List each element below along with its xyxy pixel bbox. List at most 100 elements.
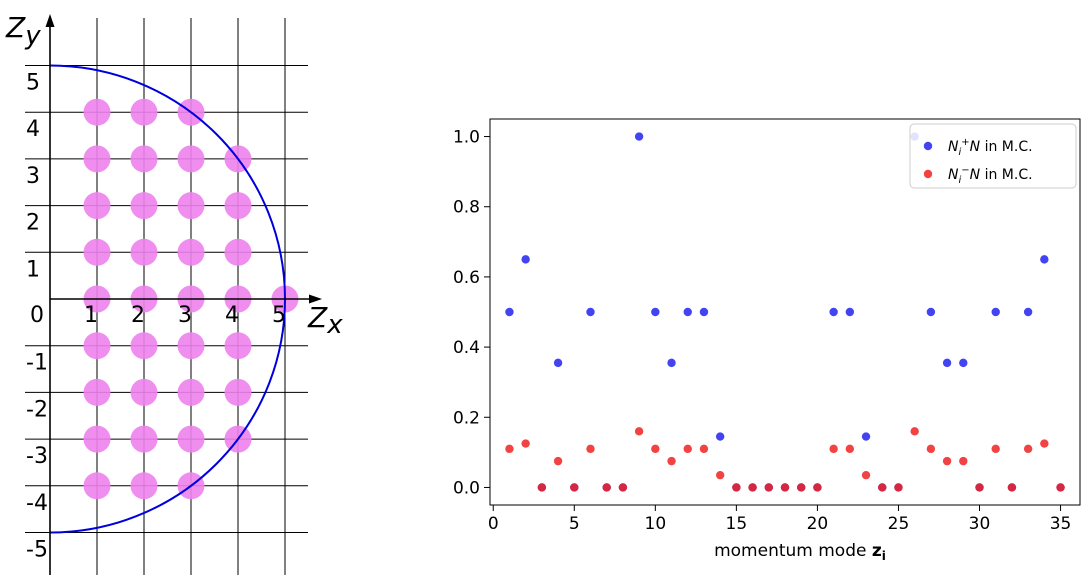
x-tick-label: 5 xyxy=(569,514,580,534)
data-point-n-minus xyxy=(959,456,968,466)
lattice-point xyxy=(224,238,252,266)
data-point-n-plus xyxy=(942,358,952,368)
y-tick-label: -5 xyxy=(26,538,48,563)
lattice-point xyxy=(130,425,158,453)
lattice-point xyxy=(130,472,158,500)
x-tick-label: 4 xyxy=(225,303,239,328)
x-axis-arrow xyxy=(309,294,322,304)
x-tick-label: 10 xyxy=(645,514,667,534)
lattice-point xyxy=(224,332,252,360)
data-point-n-plus xyxy=(1040,255,1049,264)
data-point-n-plus xyxy=(1023,307,1033,317)
data-point-n-plus xyxy=(699,307,709,317)
lattice-point xyxy=(83,472,111,500)
y-tick-label: 4 xyxy=(26,117,40,142)
data-point-n-plus xyxy=(991,307,1000,317)
lattice-point xyxy=(83,98,111,126)
lattice-point xyxy=(130,192,158,220)
data-point-n-plus xyxy=(829,307,838,317)
data-point-n-minus xyxy=(651,444,660,454)
plot-frame xyxy=(489,118,1081,506)
data-point-n-minus xyxy=(845,444,855,454)
origin-label: 0 xyxy=(30,303,44,328)
data-point-n-minus xyxy=(667,456,676,466)
x-axis-label: momentum mode zi xyxy=(714,541,886,563)
data-point-n-minus xyxy=(1007,483,1017,492)
x-tick-label: 0 xyxy=(488,514,499,534)
legend-entry: Ni+N in M.C. xyxy=(948,137,1033,158)
data-point-n-minus xyxy=(797,483,806,492)
y-tick-label: -2 xyxy=(26,397,48,422)
data-point-n-minus xyxy=(505,444,514,454)
y-tick-label: -3 xyxy=(26,444,48,469)
data-point-n-plus xyxy=(553,358,563,368)
lattice-point xyxy=(130,238,158,266)
legend: Ni+N in M.C. Ni−N in M.C. xyxy=(909,123,1077,189)
data-point-n-minus xyxy=(1040,439,1049,448)
y-tick-label: 5 xyxy=(26,71,40,96)
y-tick-label: 2 xyxy=(26,211,40,236)
x-axis-label: Zx xyxy=(307,301,343,340)
data-point-n-plus xyxy=(505,307,514,317)
x-tick-label: 1 xyxy=(84,303,98,328)
data-point-n-minus xyxy=(618,483,628,492)
data-point-n-plus xyxy=(845,307,855,317)
x-tick-label: 3 xyxy=(178,303,192,328)
lattice-point xyxy=(83,425,111,453)
y-tick-label: 0.2 xyxy=(453,408,480,428)
data-point-n-plus xyxy=(667,358,676,368)
data-point-n-minus xyxy=(715,470,725,480)
data-point-n-minus xyxy=(910,427,919,436)
data-point-n-plus xyxy=(634,132,644,141)
y-tick-label: 1.0 xyxy=(453,128,480,148)
legend-entry: Ni−N in M.C. xyxy=(948,165,1033,186)
lattice-point xyxy=(177,145,205,173)
y-tick-label: 3 xyxy=(26,164,40,189)
x-tick-label: 35 xyxy=(1050,514,1072,534)
y-axis-arrow xyxy=(45,14,55,27)
data-point-n-plus xyxy=(586,307,595,317)
data-point-n-minus xyxy=(1023,444,1033,454)
y-tick-label: -1 xyxy=(26,351,48,376)
lattice-point xyxy=(224,378,252,406)
data-point-n-minus xyxy=(991,444,1000,454)
x-tick-label: 2 xyxy=(131,303,145,328)
data-point-n-minus xyxy=(829,444,838,454)
data-point-n-minus xyxy=(861,470,871,480)
x-tick-label: 5 xyxy=(272,303,286,328)
x-tick-label: 20 xyxy=(807,514,829,534)
data-point-n-minus xyxy=(553,456,563,466)
lattice-point xyxy=(130,145,158,173)
data-point-n-minus xyxy=(521,439,530,448)
data-point-n-minus xyxy=(570,483,579,492)
data-point-n-minus xyxy=(942,456,952,466)
data-point-n-minus xyxy=(764,483,773,492)
y-tick-label: 0.4 xyxy=(453,338,480,358)
data-point-n-plus xyxy=(926,307,936,317)
lattice-point xyxy=(177,192,205,220)
data-point-n-minus xyxy=(683,444,692,454)
data-point-n-minus xyxy=(813,483,822,492)
lattice-point xyxy=(177,425,205,453)
momentum-scatter-chart: 0 5 10 15 20 25 30 35 0.0 0.2 0.4 0.6 0.8 1.0 momentum… xyxy=(453,118,1081,563)
data-point-n-minus xyxy=(894,483,903,492)
y-tick-label: 1 xyxy=(26,257,40,282)
data-point-n-minus xyxy=(537,483,547,492)
data-point-n-minus xyxy=(748,483,757,492)
data-point-n-minus xyxy=(586,444,595,454)
legend-box xyxy=(909,123,1077,189)
data-point-n-plus xyxy=(715,432,725,441)
data-point-n-minus xyxy=(699,444,709,454)
legend-marker xyxy=(923,141,933,151)
y-axis-label: Zy xyxy=(5,11,41,51)
y-tick-label: -4 xyxy=(26,491,48,516)
x-tick-label: 15 xyxy=(726,514,748,534)
lattice-point xyxy=(177,378,205,406)
lattice-point xyxy=(224,192,252,220)
data-point-n-minus xyxy=(975,483,984,492)
legend-marker xyxy=(923,169,933,179)
data-point-n-plus xyxy=(683,307,692,317)
x-tick-label: 30 xyxy=(969,514,991,534)
data-point-n-minus xyxy=(1056,483,1065,492)
